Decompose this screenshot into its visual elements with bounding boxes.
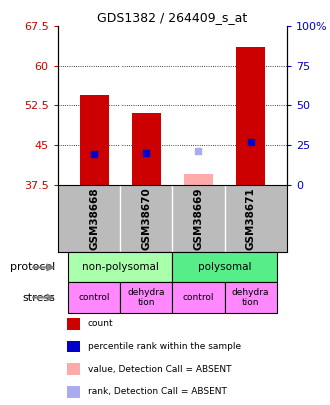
Bar (67, 318, 80, 330)
Text: GSM38669: GSM38669 (193, 187, 204, 249)
Text: control: control (183, 293, 214, 302)
Bar (80, 95, 109, 185)
Text: protocol: protocol (10, 262, 55, 273)
Bar (67, 341, 80, 352)
Bar (236, 47, 265, 185)
Bar (132, 113, 161, 185)
Bar (68, 252, 172, 282)
Title: GDS1382 / 264409_s_at: GDS1382 / 264409_s_at (97, 11, 248, 24)
Text: polysomal: polysomal (198, 262, 251, 273)
Text: percentile rank within the sample: percentile rank within the sample (87, 342, 241, 351)
Bar (68, 282, 120, 313)
Text: value, Detection Call = ABSENT: value, Detection Call = ABSENT (87, 364, 231, 373)
Bar (67, 386, 80, 398)
Bar (224, 282, 277, 313)
Bar (172, 252, 277, 282)
Bar (120, 282, 172, 313)
Bar (172, 282, 224, 313)
Text: GSM38671: GSM38671 (246, 187, 256, 250)
Text: GSM38668: GSM38668 (89, 187, 99, 250)
Text: GSM38670: GSM38670 (141, 187, 151, 250)
Text: dehydra
tion: dehydra tion (128, 288, 165, 307)
Text: dehydra
tion: dehydra tion (232, 288, 269, 307)
Text: rank, Detection Call = ABSENT: rank, Detection Call = ABSENT (87, 387, 226, 396)
Bar (67, 363, 80, 375)
Text: stress: stress (22, 292, 55, 303)
Text: count: count (87, 320, 113, 328)
Bar (184, 174, 213, 185)
Text: non-polysomal: non-polysomal (82, 262, 159, 273)
Text: control: control (79, 293, 110, 302)
